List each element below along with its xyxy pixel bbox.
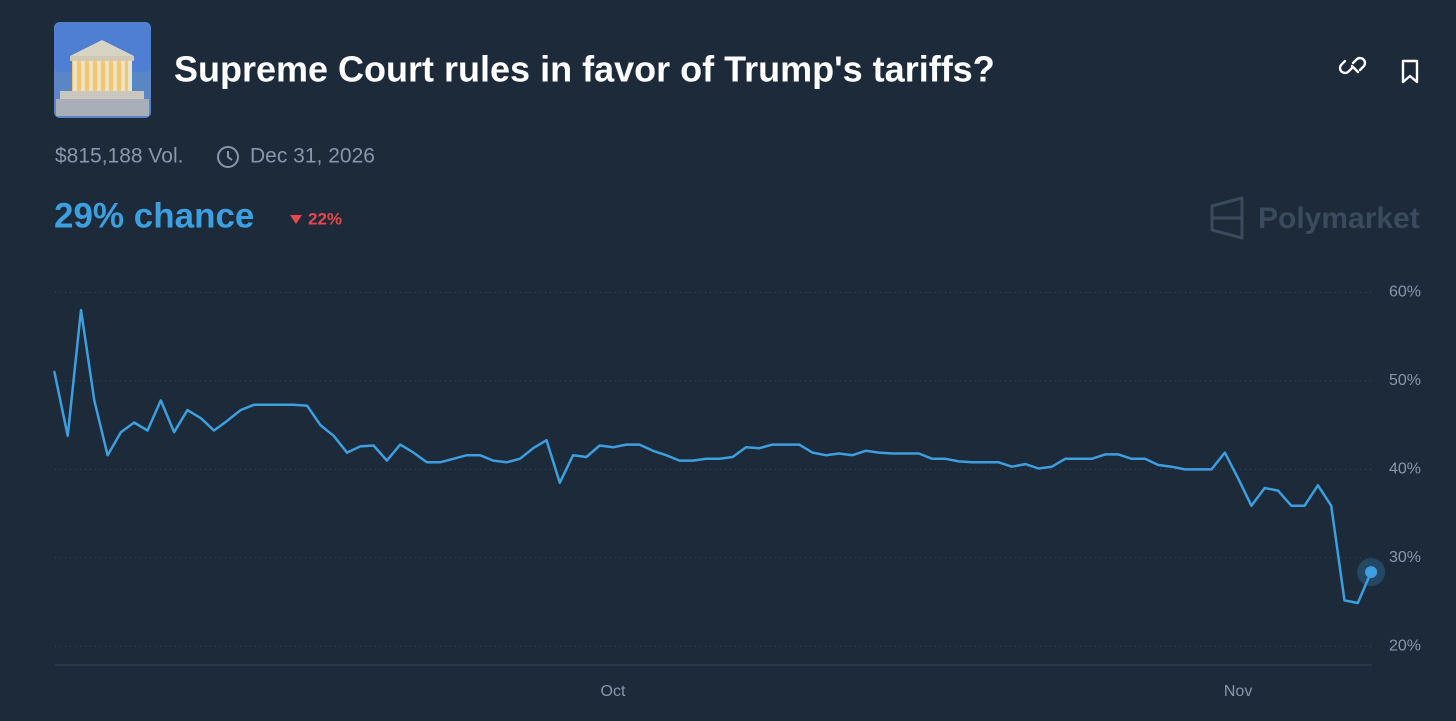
y-tick-label: 30% (1389, 549, 1421, 566)
y-tick-label: 20% (1389, 638, 1421, 655)
volume: $815,188 Vol. (55, 145, 183, 168)
y-tick-label: 40% (1389, 461, 1421, 478)
down-arrow (290, 215, 302, 224)
change: 22% (308, 209, 342, 228)
y-tick-label: 60% (1389, 284, 1421, 301)
clock-icon (217, 146, 239, 168)
price-line (53, 308, 1373, 605)
bookmark-icon[interactable] (1401, 59, 1419, 84)
x-tick-label: Oct (601, 683, 626, 700)
y-tick-label: 50% (1389, 372, 1421, 389)
end-date: Dec 31, 2026 (250, 145, 375, 168)
x-tick-label: Nov (1224, 683, 1252, 700)
last-point (1365, 566, 1378, 579)
brand-name: Polymarket (1258, 202, 1420, 235)
market-image (54, 22, 151, 118)
market-title: Supreme Court rules in favor of Trump's … (174, 49, 995, 90)
brand-logo (1210, 196, 1244, 240)
chance: 29% chance (54, 196, 254, 235)
copy-link-icon[interactable] (1338, 56, 1367, 75)
